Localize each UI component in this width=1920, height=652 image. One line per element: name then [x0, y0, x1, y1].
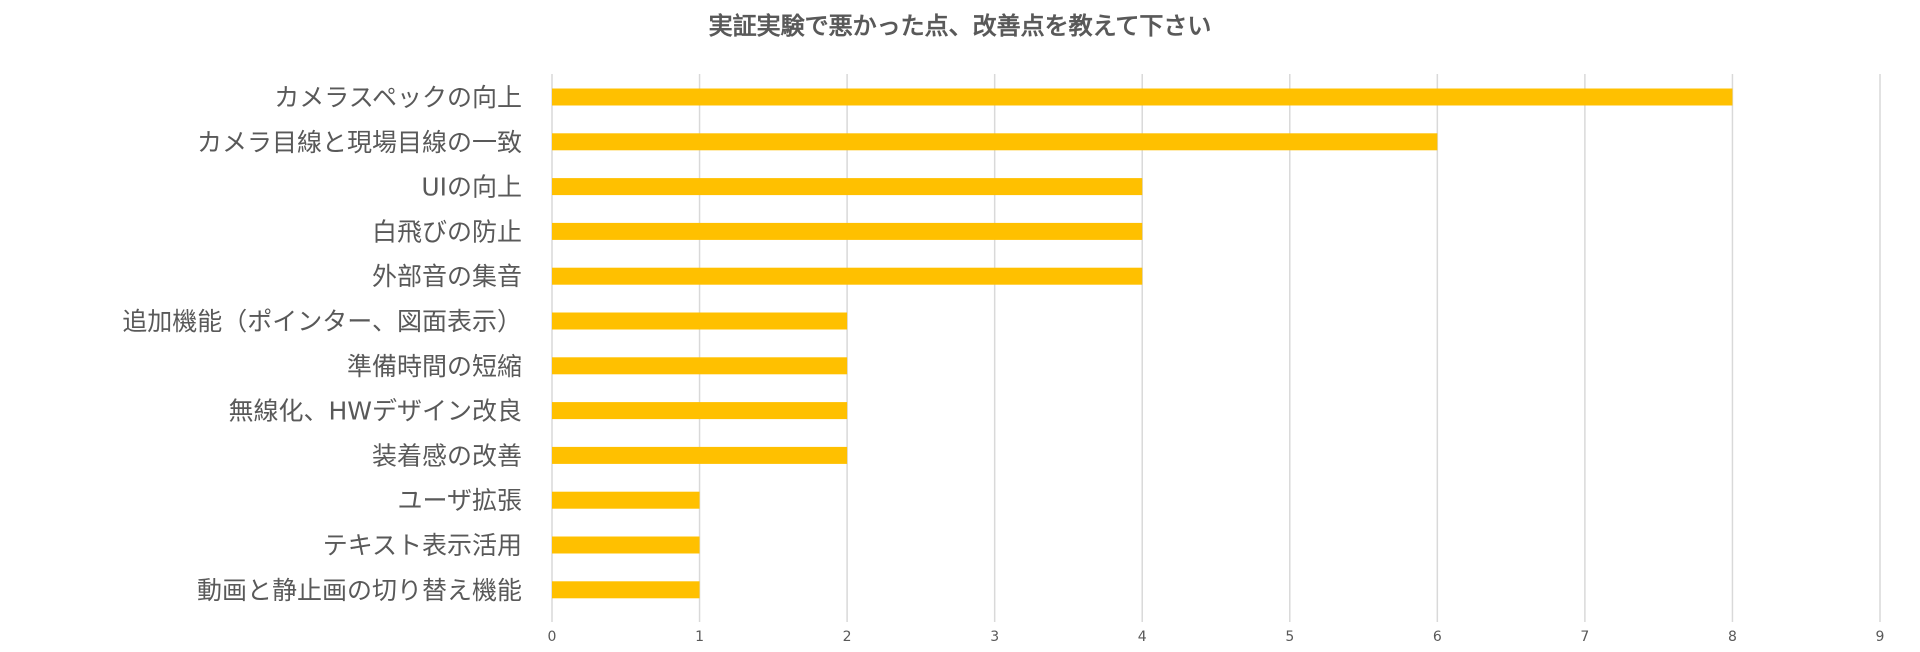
x-tick-label: 2	[843, 629, 852, 645]
bar	[552, 178, 1143, 196]
category-label: UIの向上	[421, 173, 522, 202]
category-label: 追加機能（ポインター、図面表示）	[122, 307, 522, 336]
x-tick-label: 3	[990, 629, 999, 645]
category-label: ユーザ拡張	[397, 486, 522, 515]
category-label: 装着感の改善	[372, 441, 522, 470]
bar	[552, 402, 848, 420]
gridlines	[551, 74, 1881, 622]
category-label: 準備時間の短縮	[347, 352, 522, 381]
bar	[552, 357, 848, 375]
x-tick-label: 8	[1728, 629, 1737, 645]
bar	[552, 446, 848, 464]
x-tick-label: 0	[548, 629, 557, 645]
bar	[552, 536, 700, 554]
bar	[552, 491, 700, 509]
category-label: 白飛びの防止	[372, 217, 522, 246]
x-tick-label: 1	[695, 629, 704, 645]
x-tick-label: 7	[1580, 629, 1589, 645]
bar	[552, 581, 700, 599]
category-label: 無線化、HWデザイン改良	[228, 397, 522, 426]
x-tick-label: 9	[1876, 629, 1885, 645]
x-tick-label: 4	[1138, 629, 1147, 645]
bars	[552, 88, 1733, 599]
category-label: テキスト表示活用	[323, 531, 522, 560]
x-axis-tick-labels: 0 1 2 3 4 5 6 7 8 9	[548, 629, 1885, 645]
chart-title: 実証実験で悪かった点、改善点を教えて下さい	[708, 12, 1212, 40]
category-label: カメラスペックの向上	[274, 83, 522, 112]
category-label: カメラ目線と現場目線の一致	[197, 128, 522, 157]
bar	[552, 267, 1143, 285]
bar	[552, 312, 848, 330]
x-tick-label: 6	[1433, 629, 1442, 645]
bar	[552, 88, 1733, 106]
bar	[552, 133, 1438, 151]
category-label: 外部音の集音	[372, 262, 522, 291]
category-label: 動画と静止画の切り替え機能	[197, 576, 522, 605]
x-tick-label: 5	[1285, 629, 1294, 645]
bar	[552, 222, 1143, 240]
